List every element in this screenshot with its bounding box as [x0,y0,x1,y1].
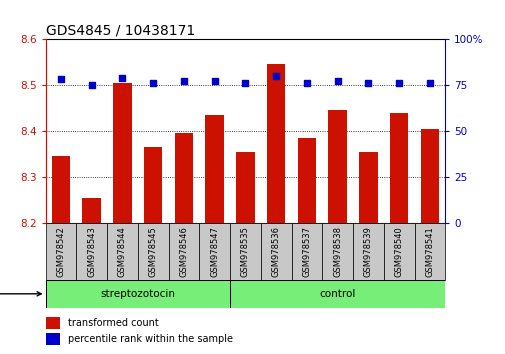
Text: GSM978547: GSM978547 [210,226,219,277]
Text: GSM978543: GSM978543 [87,226,96,277]
Bar [205,115,223,223]
Point [302,80,311,86]
Point [241,80,249,86]
Text: GSM978539: GSM978539 [363,226,372,277]
Bar [113,82,131,223]
FancyBboxPatch shape [107,223,137,280]
FancyBboxPatch shape [322,223,352,280]
Text: GSM978535: GSM978535 [240,226,249,277]
Point [118,75,126,80]
Text: GSM978546: GSM978546 [179,226,188,277]
FancyBboxPatch shape [383,223,414,280]
Text: GSM978538: GSM978538 [332,226,341,277]
Bar [389,113,408,223]
Text: transformed count: transformed count [67,318,158,328]
Point [57,76,65,82]
FancyBboxPatch shape [76,223,107,280]
FancyBboxPatch shape [230,280,444,308]
Bar [45,333,60,345]
Text: GDS4845 / 10438171: GDS4845 / 10438171 [45,24,194,38]
FancyBboxPatch shape [230,223,260,280]
Bar [328,110,346,223]
Point [364,80,372,86]
FancyBboxPatch shape [137,223,168,280]
Text: agent: agent [0,289,41,299]
Bar [297,138,316,223]
FancyBboxPatch shape [414,223,444,280]
Point [149,80,157,86]
Point [210,79,218,84]
Point [333,79,341,84]
Bar [52,156,70,223]
Text: GSM978540: GSM978540 [394,226,403,276]
Bar [236,152,254,223]
Text: percentile rank within the sample: percentile rank within the sample [67,334,232,344]
FancyBboxPatch shape [352,223,383,280]
Bar [82,198,100,223]
Bar [359,152,377,223]
Point [272,73,280,79]
Bar [267,64,285,223]
Point [425,80,433,86]
Point [179,79,187,84]
Text: GSM978537: GSM978537 [302,226,311,277]
Bar [45,317,60,329]
Text: GSM978542: GSM978542 [56,226,65,276]
Text: GSM978544: GSM978544 [118,226,127,276]
FancyBboxPatch shape [168,223,199,280]
Text: GSM978541: GSM978541 [425,226,434,276]
FancyBboxPatch shape [45,223,76,280]
Bar [420,129,438,223]
Text: GSM978536: GSM978536 [271,226,280,277]
FancyBboxPatch shape [260,223,291,280]
Text: streptozotocin: streptozotocin [100,289,175,299]
Point [394,80,402,86]
FancyBboxPatch shape [199,223,230,280]
Point [87,82,95,88]
Bar [174,133,193,223]
Text: control: control [319,289,355,299]
Text: GSM978545: GSM978545 [148,226,158,276]
Bar [143,147,162,223]
FancyBboxPatch shape [291,223,322,280]
FancyBboxPatch shape [45,280,230,308]
